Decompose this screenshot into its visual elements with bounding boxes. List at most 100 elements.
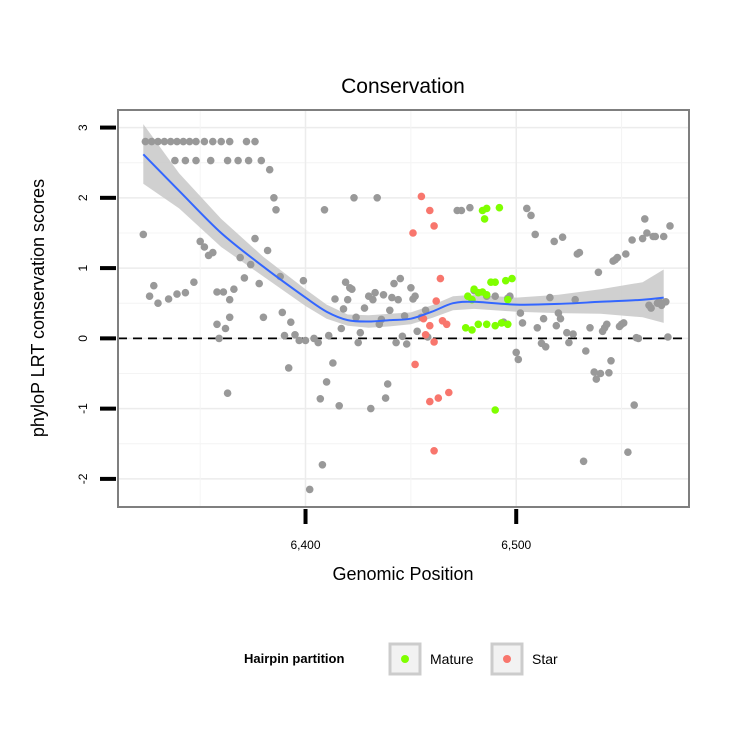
point-other [592,375,601,383]
point-other [251,137,259,146]
y-tick-label: -2 [76,473,90,484]
point-other [230,285,238,294]
point-other [215,334,223,343]
x-tick-label: 6,500 [501,538,531,552]
point-other [166,137,175,146]
point-other [259,313,268,322]
point-other [421,306,430,315]
point-other [512,348,520,357]
point-other [217,137,225,146]
point-star [417,192,426,201]
point-other [221,324,230,333]
point-other [324,331,333,340]
x-axis-title: Genomic Position [332,564,473,584]
point-other [314,338,323,347]
point-other [223,389,232,398]
point-star [426,321,434,330]
point-other [236,253,244,262]
point-other [280,331,289,340]
y-tick-label: 3 [76,124,90,131]
point-other [558,233,567,241]
point-other [305,485,314,494]
point-other [603,320,611,329]
point-other [299,276,308,285]
point-other [316,395,325,403]
point-other [348,285,356,294]
point-other [179,137,188,146]
point-other [607,357,615,365]
point-star [434,394,443,402]
point-other [278,308,287,317]
point-mature [478,206,487,215]
point-other [213,288,221,296]
point-other [139,230,148,239]
point-other [400,312,409,320]
y-tick-label: -1 [76,403,90,414]
point-other [219,288,228,296]
point-other [244,156,253,165]
point-star [430,447,438,455]
point-other [523,204,531,213]
point-other [590,368,598,376]
point-star [436,274,445,283]
point-other [582,347,590,355]
point-other [339,305,348,313]
point-other [335,402,344,410]
point-other [613,253,622,262]
confidence-band-layer [143,124,664,328]
point-other [147,137,156,146]
point-other [586,324,594,332]
point-other [556,314,565,323]
point-other [392,338,400,347]
point-other [398,332,407,341]
point-other [651,232,660,241]
y-tick-label: 1 [76,264,90,271]
point-other [563,328,571,337]
point-mature [474,320,483,329]
point-mature [491,406,500,414]
point-other [287,318,295,327]
point-other [246,260,255,269]
point-other [407,284,415,292]
legend-key-star-dot [503,655,511,663]
point-other [354,338,363,347]
point-other [263,246,272,255]
point-other [270,194,278,202]
point-other [571,295,579,304]
point-other [402,340,411,348]
point-other [337,324,346,333]
point-other [550,237,558,246]
point-other [369,295,377,304]
point-other [518,319,527,327]
point-mature [504,320,512,329]
point-other [255,279,263,288]
point-other [396,274,405,283]
point-other [356,328,365,337]
point-other [379,291,388,299]
point-other [185,137,194,146]
point-other [491,292,500,301]
point-other [150,281,158,290]
point-star [409,229,417,237]
point-other [240,274,249,282]
legend-title: Hairpin partition [244,651,344,666]
point-star [445,388,453,397]
point-star [419,314,428,323]
point-other [225,295,234,304]
point-other [200,137,209,146]
point-other [539,314,548,323]
point-other [390,279,398,288]
legend-label-mature: Mature [430,651,474,667]
point-other [634,334,643,343]
point-other [145,292,154,301]
x-tick-label: 6,400 [291,538,321,552]
point-other [154,299,162,308]
point-star [442,320,451,329]
point-other [647,304,655,312]
confidence-band [143,124,664,328]
point-other [291,331,299,339]
point-other [619,319,628,327]
point-mature [482,320,491,329]
scatter-points [139,137,674,494]
point-other [457,206,466,215]
